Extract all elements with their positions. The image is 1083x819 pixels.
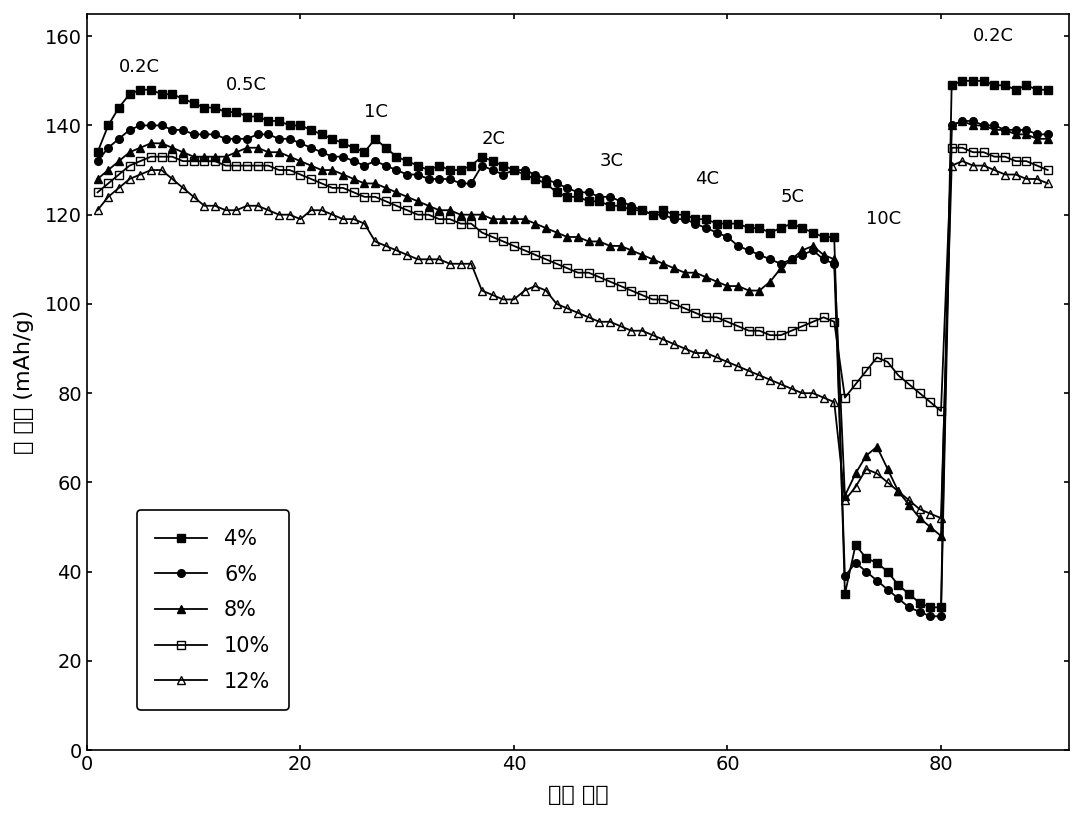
- 8%: [882, 464, 895, 474]
- 10%: [1020, 156, 1033, 166]
- Line: 12%: 12%: [93, 157, 1052, 523]
- 8%: [935, 531, 948, 541]
- 10%: [379, 197, 392, 206]
- Text: 2C: 2C: [482, 129, 506, 147]
- 6%: [379, 161, 392, 170]
- 6%: [1041, 129, 1054, 139]
- 12%: [935, 514, 948, 523]
- Text: 0.2C: 0.2C: [973, 27, 1014, 45]
- 6%: [219, 134, 232, 144]
- Text: 1C: 1C: [365, 103, 389, 121]
- Text: 3C: 3C: [599, 152, 624, 170]
- 6%: [1020, 125, 1033, 135]
- 4%: [1041, 85, 1054, 95]
- 10%: [219, 161, 232, 170]
- Line: 6%: 6%: [94, 117, 1052, 620]
- 10%: [882, 357, 895, 367]
- Legend: 4%, 6%, 8%, 10%, 12%: 4%, 6%, 8%, 10%, 12%: [136, 510, 289, 710]
- 6%: [753, 250, 766, 260]
- 4%: [91, 147, 104, 157]
- 10%: [1041, 165, 1054, 175]
- Text: 4C: 4C: [695, 170, 719, 188]
- 12%: [882, 477, 895, 487]
- Y-axis label: 比 容量 (mAh/g): 比 容量 (mAh/g): [14, 310, 34, 455]
- 4%: [902, 589, 915, 599]
- 12%: [379, 241, 392, 251]
- 4%: [753, 223, 766, 233]
- 8%: [956, 116, 969, 126]
- Line: 10%: 10%: [94, 144, 1052, 415]
- 10%: [935, 406, 948, 416]
- 12%: [753, 370, 766, 380]
- X-axis label: 循环 次数: 循环 次数: [548, 785, 609, 805]
- 4%: [924, 603, 937, 613]
- 6%: [882, 585, 895, 595]
- 10%: [91, 188, 104, 197]
- 4%: [219, 107, 232, 117]
- 6%: [924, 611, 937, 621]
- 8%: [753, 286, 766, 296]
- 4%: [882, 567, 895, 577]
- Line: 8%: 8%: [93, 117, 1052, 540]
- 12%: [1020, 174, 1033, 184]
- Text: 0.5C: 0.5C: [225, 76, 266, 94]
- 12%: [956, 156, 969, 166]
- 8%: [219, 152, 232, 161]
- Text: 5C: 5C: [781, 188, 805, 206]
- 12%: [902, 495, 915, 505]
- Text: 10C: 10C: [866, 210, 901, 228]
- 8%: [902, 500, 915, 509]
- 10%: [753, 326, 766, 336]
- 6%: [956, 116, 969, 126]
- 8%: [91, 174, 104, 184]
- 8%: [1041, 134, 1054, 144]
- 6%: [902, 603, 915, 613]
- 8%: [1020, 129, 1033, 139]
- Text: 0.2C: 0.2C: [119, 58, 160, 76]
- 10%: [902, 379, 915, 389]
- 4%: [1020, 80, 1033, 90]
- 12%: [219, 206, 232, 215]
- 12%: [91, 206, 104, 215]
- Line: 4%: 4%: [94, 77, 1052, 611]
- 6%: [91, 156, 104, 166]
- 8%: [379, 183, 392, 192]
- 4%: [956, 76, 969, 86]
- 10%: [945, 143, 958, 152]
- 12%: [1041, 179, 1054, 188]
- 4%: [379, 143, 392, 152]
